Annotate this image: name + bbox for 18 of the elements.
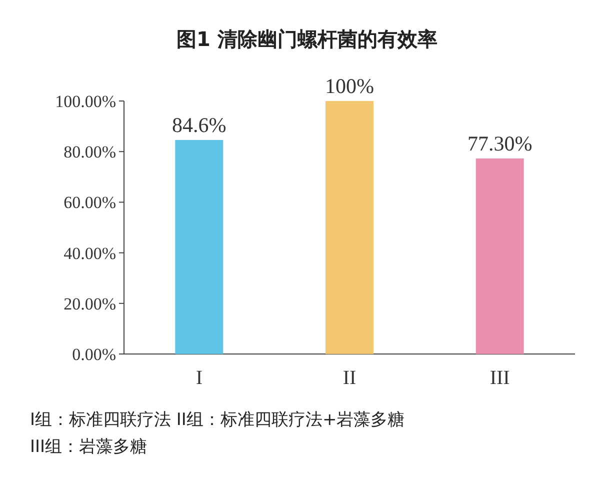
chart-title: 图1 清除幽门螺杆菌的有效率 [176, 27, 438, 51]
y-tick-label: 80.00% [64, 142, 116, 162]
bar [326, 101, 374, 354]
x-tick-label: III [490, 367, 510, 389]
y-tick-label: 100.00% [55, 92, 116, 111]
y-tick-label: 0.00% [72, 345, 116, 364]
y-tick-label: 60.00% [64, 193, 116, 212]
bar [175, 140, 224, 354]
data-label: 77.30% [467, 131, 532, 156]
y-tick-label: 40.00% [64, 244, 116, 263]
data-label: 84.6% [172, 112, 226, 137]
bar [476, 158, 524, 354]
text: I组：标准四联疗法 II组：标准四联疗法+岩藻多糖 [30, 410, 405, 430]
x-tick-label: I [196, 367, 203, 389]
text: III组：岩藻多糖 [30, 437, 148, 457]
data-label: 100% [325, 74, 374, 98]
y-tick-label: 20.00% [64, 294, 116, 314]
x-tick-label: II [342, 367, 356, 389]
